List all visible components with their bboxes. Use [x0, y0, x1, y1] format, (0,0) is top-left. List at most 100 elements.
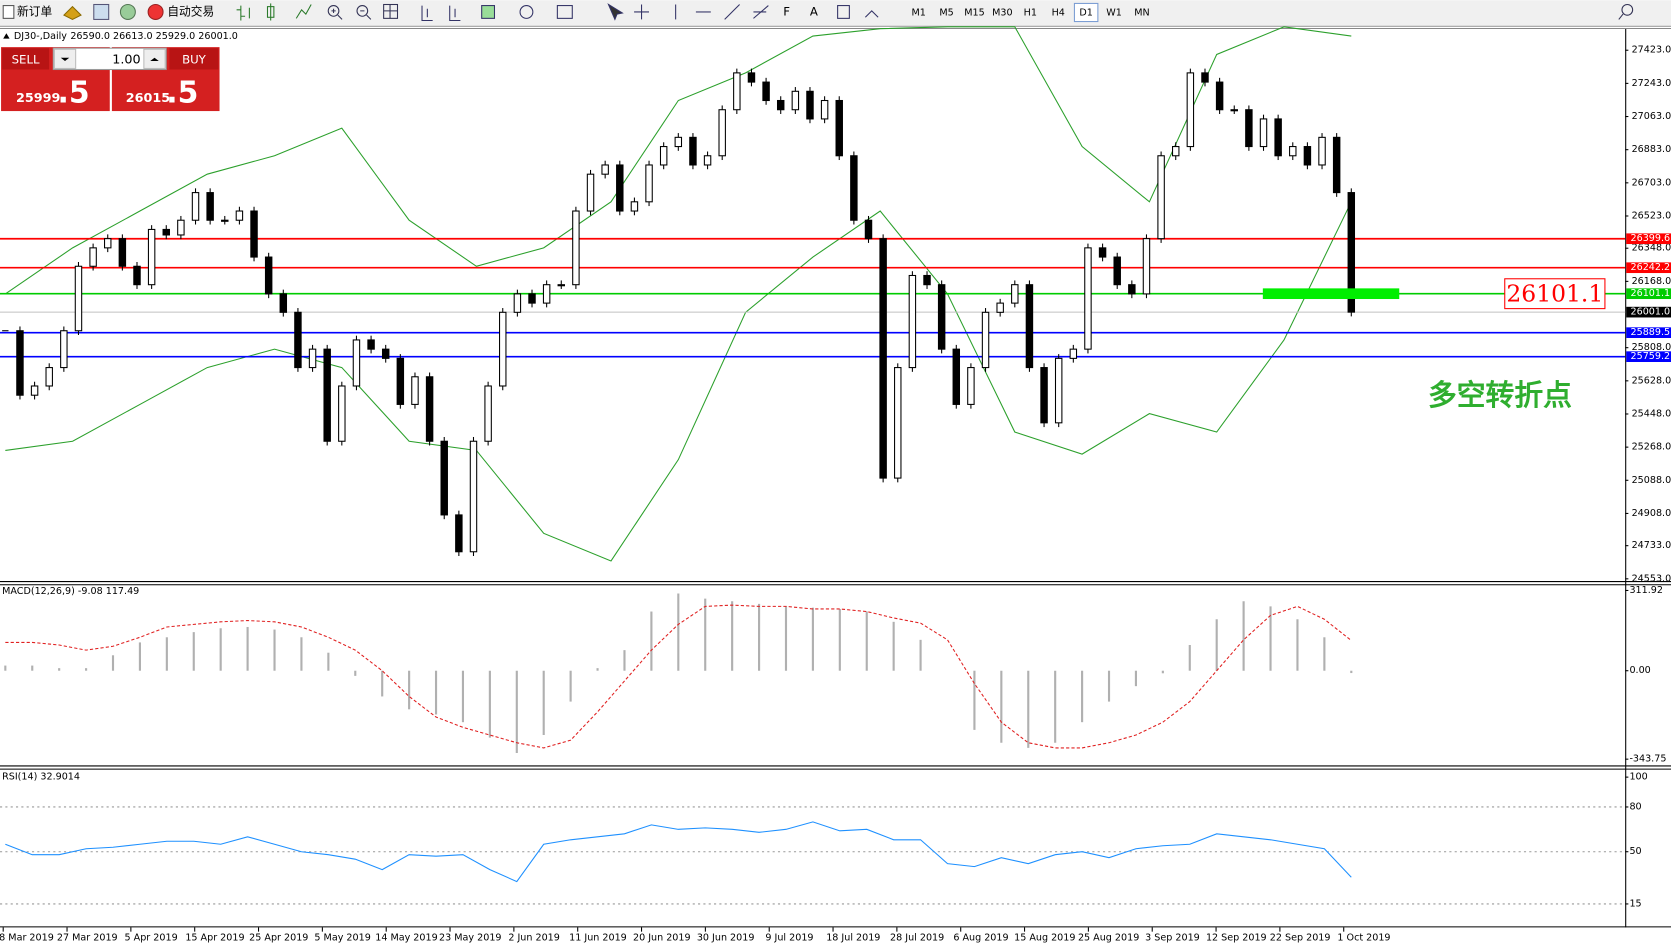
sell-button[interactable]: [2, 48, 50, 70]
y-tick-label: 26348.0: [1632, 243, 1671, 254]
candle: [1289, 146, 1297, 157]
candle: [630, 201, 639, 212]
zoom-icons[interactable]: [327, 3, 399, 20]
candle: [89, 247, 97, 267]
timeframe-button[interactable]: M5: [939, 8, 953, 19]
candle: [191, 192, 200, 221]
macd-title: MACD(12,26,9) -9.08 117.49: [2, 586, 139, 597]
new-order-button[interactable]: 新订单: [17, 4, 52, 18]
x-tick-label: 5 May 2019: [314, 933, 370, 944]
icon[interactable]: [93, 3, 110, 20]
candle: [455, 514, 463, 553]
candle: [469, 440, 478, 553]
candle: [250, 210, 258, 258]
timeframe-button[interactable]: W1: [1106, 8, 1122, 19]
y-tick-label: 25088.0: [1632, 475, 1671, 486]
candle: [499, 311, 507, 387]
ohlc-info: 26590.0 26613.0 25929.0 26001.0: [70, 31, 238, 42]
annotation: 多空转折点: [1428, 378, 1572, 412]
candle: [133, 265, 141, 286]
chart-type-icons[interactable]: [236, 3, 312, 21]
candle: [1098, 247, 1107, 258]
buy-label[interactable]: BUY: [182, 52, 207, 66]
lot-input[interactable]: [52, 47, 167, 71]
candle: [908, 274, 917, 369]
candle: [411, 376, 419, 405]
x-tick-label: 15 Aug 2019: [1014, 933, 1075, 944]
buy-price-pips[interactable]: .5: [166, 76, 198, 111]
candle: [221, 219, 229, 222]
candle: [1259, 118, 1268, 148]
buy-price[interactable]: 26015: [126, 91, 170, 106]
sell-price[interactable]: 25999: [16, 91, 61, 106]
chart-frame: [0, 27, 1671, 928]
candle: [645, 164, 653, 203]
price-level-label: 26101.1: [1631, 288, 1671, 299]
svg-text:F: F: [783, 4, 790, 18]
timeframe-button[interactable]: H1: [1024, 8, 1037, 19]
search-icon[interactable]: [1618, 3, 1634, 20]
candle: [1230, 109, 1238, 112]
rsi-line: [5, 821, 1352, 883]
candle: [762, 81, 770, 102]
candle: [703, 155, 712, 166]
candle: [820, 99, 829, 120]
candle: [586, 173, 595, 212]
bollinger-band: [5, 26, 1352, 295]
timeframe-button[interactable]: M30: [992, 8, 1012, 19]
candle: [440, 440, 448, 516]
macd-signal: [5, 604, 1352, 749]
icon[interactable]: [63, 5, 82, 21]
candle: [674, 136, 683, 148]
candle: [1069, 348, 1078, 359]
candle: [689, 136, 697, 166]
icon[interactable]: [119, 3, 136, 20]
sell-label[interactable]: SELL: [12, 52, 40, 66]
x-tick-label: 18 Mar 2019: [0, 933, 54, 944]
buy-button[interactable]: [169, 48, 219, 70]
timeframe-button[interactable]: M1: [911, 8, 925, 19]
candle: [1084, 247, 1092, 350]
candle: [981, 311, 990, 369]
y-tick-label: 24733.0: [1632, 540, 1671, 551]
candle: [147, 228, 156, 286]
y-tick-label: 15: [1629, 898, 1641, 909]
candle: [1186, 72, 1195, 148]
lot-value[interactable]: 1.00: [112, 52, 140, 67]
timeframe-button[interactable]: M15: [964, 8, 984, 19]
price-level-label: 26399.6: [1631, 233, 1671, 244]
price-level-label: 25889.5: [1631, 327, 1671, 338]
y-tick-label: 80: [1629, 801, 1641, 812]
auto-trade-icon[interactable]: [147, 3, 164, 20]
x-tick-label: 2 Jun 2019: [508, 933, 560, 944]
candle: [1157, 155, 1165, 240]
timeframe-button[interactable]: MN: [1134, 8, 1149, 19]
x-tick-label: 5 Apr 2019: [125, 933, 178, 944]
x-tick-label: 14 May 2019: [375, 933, 437, 944]
y-tick-label: 25268.0: [1632, 442, 1671, 453]
svg-text:A: A: [810, 4, 818, 18]
key-level-box: [1504, 278, 1606, 310]
candle: [294, 311, 302, 369]
timeframe-button[interactable]: D1: [1079, 8, 1092, 19]
candle: [235, 210, 244, 221]
candle: [864, 219, 873, 240]
x-tick-label: 1 Oct 2019: [1337, 933, 1390, 944]
y-tick-label: 27423.0: [1632, 45, 1671, 56]
x-tick-label: 25 Aug 2019: [1078, 933, 1139, 944]
x-tick-label: 9 Jul 2019: [765, 933, 813, 944]
candle: [528, 293, 536, 304]
auto-trade-button[interactable]: 自动交易: [167, 4, 214, 18]
sell-price-pips[interactable]: .5: [58, 76, 90, 111]
bollinger-band: [5, 201, 1352, 562]
candle: [338, 385, 346, 442]
candle: [308, 348, 317, 369]
chart-title: DJ30-,Daily: [14, 31, 67, 42]
price-level-tag: [1626, 233, 1671, 245]
timeframe-button[interactable]: H4: [1052, 8, 1065, 19]
new-order-icon[interactable]: [2, 5, 15, 19]
candle: [323, 348, 331, 442]
